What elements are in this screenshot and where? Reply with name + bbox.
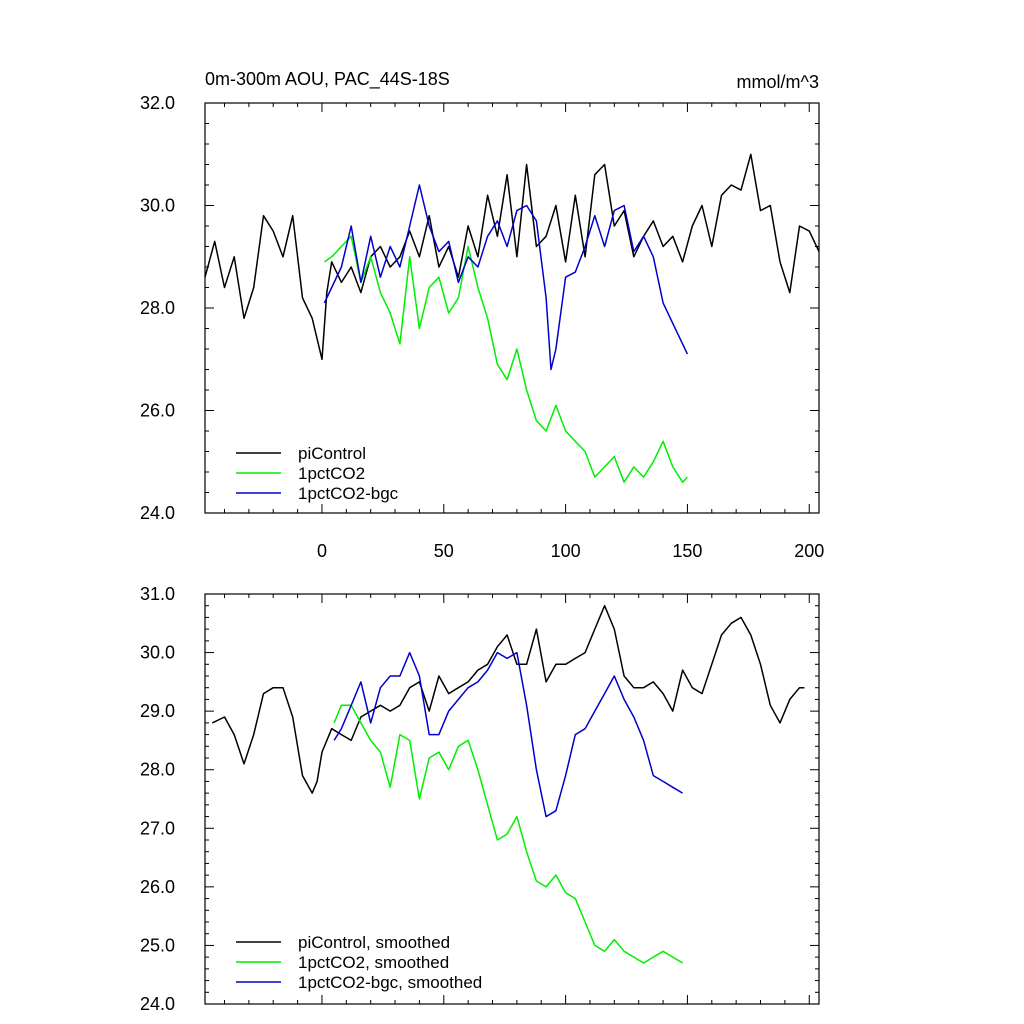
legend-label-1pctco2-bgc: 1pctCO2-bgc: [298, 484, 399, 503]
bottom-panel-ticks: 24.0 25.0 26.0 27.0 28.0 29.0 30.0 31.0: [140, 584, 819, 1014]
top-panel-series: [204, 153, 820, 483]
x-tick-label: 150: [672, 541, 702, 561]
top-panel-ticks: 24.0 26.0 28.0 30.0 32.0 0 50 100 150 200: [140, 93, 824, 561]
y-tick-label: 24.0: [140, 503, 175, 523]
legend-label-1pctco2-bgc-smoothed: 1pctCO2-bgc, smoothed: [298, 973, 482, 992]
series-line-1pctco2-bgc: [323, 184, 689, 371]
series-line-1pctco2: [323, 235, 688, 483]
legend-label-picontrol-smoothed: piControl, smoothed: [298, 933, 450, 952]
top-panel-title: 0m-300m AOU, PAC_44S-18S: [205, 69, 450, 90]
top-panel: 24.0 26.0 28.0 30.0 32.0 0 50 100 150 200 0m-300m…: [140, 69, 824, 561]
legend-label-1pctco2-smoothed: 1pctCO2, smoothed: [298, 953, 449, 972]
top-panel-units: mmol/m^3: [737, 72, 819, 92]
bottom-panel-series: [211, 604, 805, 964]
y-tick-label: 26.0: [140, 877, 175, 897]
y-tick-label: 30.0: [140, 643, 175, 663]
series-line-picontrol-smoothed: [211, 604, 805, 794]
y-tick-label: 25.0: [140, 935, 175, 955]
x-tick-label: 50: [434, 541, 454, 561]
x-tick-label: 100: [551, 541, 581, 561]
y-tick-label: 24.0: [140, 994, 175, 1014]
x-tick-label: 200: [794, 541, 824, 561]
legend-label-picontrol: piControl: [298, 444, 366, 463]
y-tick-label: 32.0: [140, 93, 175, 113]
bottom-panel: 24.0 25.0 26.0 27.0 28.0 29.0 30.0 31.0 piContr…: [140, 584, 820, 1014]
y-tick-label: 28.0: [140, 760, 175, 780]
series-line-1pctco2-smoothed: [333, 704, 683, 964]
y-tick-label: 28.0: [140, 298, 175, 318]
y-tick-label: 31.0: [140, 584, 175, 604]
y-tick-label: 30.0: [140, 196, 175, 216]
x-tick-label: 0: [317, 541, 327, 561]
y-tick-label: 27.0: [140, 818, 175, 838]
series-line-1pctco2-bgc-smoothed: [333, 651, 683, 818]
y-tick-label: 29.0: [140, 701, 175, 721]
bottom-panel-frame: [204, 593, 820, 1005]
y-tick-label: 26.0: [140, 401, 175, 421]
legend-label-1pctco2: 1pctCO2: [298, 464, 365, 483]
series-line-picontrol: [204, 153, 820, 361]
